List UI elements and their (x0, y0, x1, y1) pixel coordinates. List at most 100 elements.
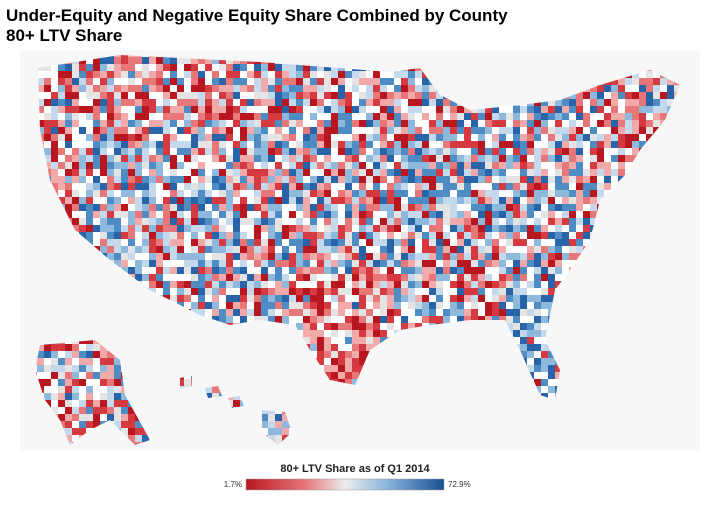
county (254, 141, 261, 148)
county (205, 78, 212, 85)
county (282, 134, 289, 141)
county (352, 239, 359, 246)
county (590, 183, 597, 190)
county (590, 120, 597, 127)
county (177, 169, 184, 176)
county (86, 393, 93, 400)
county (632, 85, 639, 92)
county (625, 120, 632, 127)
county (65, 120, 72, 127)
county (149, 267, 156, 274)
county (107, 85, 114, 92)
county (296, 113, 303, 120)
county (254, 169, 261, 176)
county (548, 169, 555, 176)
county (317, 267, 324, 274)
county (415, 239, 422, 246)
county (149, 78, 156, 85)
county (170, 57, 177, 64)
county (401, 309, 408, 316)
county (247, 281, 254, 288)
county (219, 155, 226, 162)
county (212, 211, 219, 218)
county (296, 288, 303, 295)
county (401, 232, 408, 239)
county (261, 239, 268, 246)
county (177, 379, 184, 386)
county (86, 92, 93, 99)
county (408, 204, 415, 211)
county (275, 239, 282, 246)
county (443, 253, 450, 260)
county (373, 92, 380, 99)
county (513, 316, 520, 323)
county (317, 281, 324, 288)
county (597, 190, 604, 197)
county (590, 218, 597, 225)
county (121, 197, 128, 204)
county (163, 253, 170, 260)
county (289, 99, 296, 106)
county (114, 85, 121, 92)
county (233, 295, 240, 302)
county (65, 99, 72, 106)
county (618, 148, 625, 155)
county (373, 302, 380, 309)
county (226, 106, 233, 113)
county (261, 155, 268, 162)
county (380, 302, 387, 309)
county (541, 197, 548, 204)
county (408, 274, 415, 281)
county (219, 113, 226, 120)
county (254, 190, 261, 197)
county (303, 92, 310, 99)
county (44, 386, 51, 393)
county (275, 253, 282, 260)
county (226, 78, 233, 85)
county (163, 92, 170, 99)
county (366, 246, 373, 253)
county (58, 169, 65, 176)
county (450, 169, 457, 176)
county (93, 134, 100, 141)
county (79, 148, 86, 155)
county (156, 218, 163, 225)
county (240, 218, 247, 225)
county (555, 281, 562, 288)
county (149, 64, 156, 71)
county (219, 239, 226, 246)
county (359, 295, 366, 302)
county (373, 281, 380, 288)
county (429, 316, 436, 323)
county (226, 127, 233, 134)
county (422, 127, 429, 134)
county (527, 183, 534, 190)
county (366, 337, 373, 344)
county (436, 176, 443, 183)
county (254, 176, 261, 183)
county (373, 295, 380, 302)
county (275, 99, 282, 106)
county (303, 106, 310, 113)
county (135, 162, 142, 169)
county (520, 148, 527, 155)
county (205, 169, 212, 176)
county (100, 183, 107, 190)
county (338, 92, 345, 99)
county (527, 260, 534, 267)
county (240, 155, 247, 162)
county (506, 162, 513, 169)
county (345, 274, 352, 281)
county (114, 393, 121, 400)
county (359, 239, 366, 246)
county (422, 204, 429, 211)
county (121, 211, 128, 218)
county (499, 309, 506, 316)
county (394, 260, 401, 267)
county (359, 176, 366, 183)
county (191, 190, 198, 197)
county (198, 169, 205, 176)
county (324, 85, 331, 92)
county (191, 246, 198, 253)
county (65, 365, 72, 372)
